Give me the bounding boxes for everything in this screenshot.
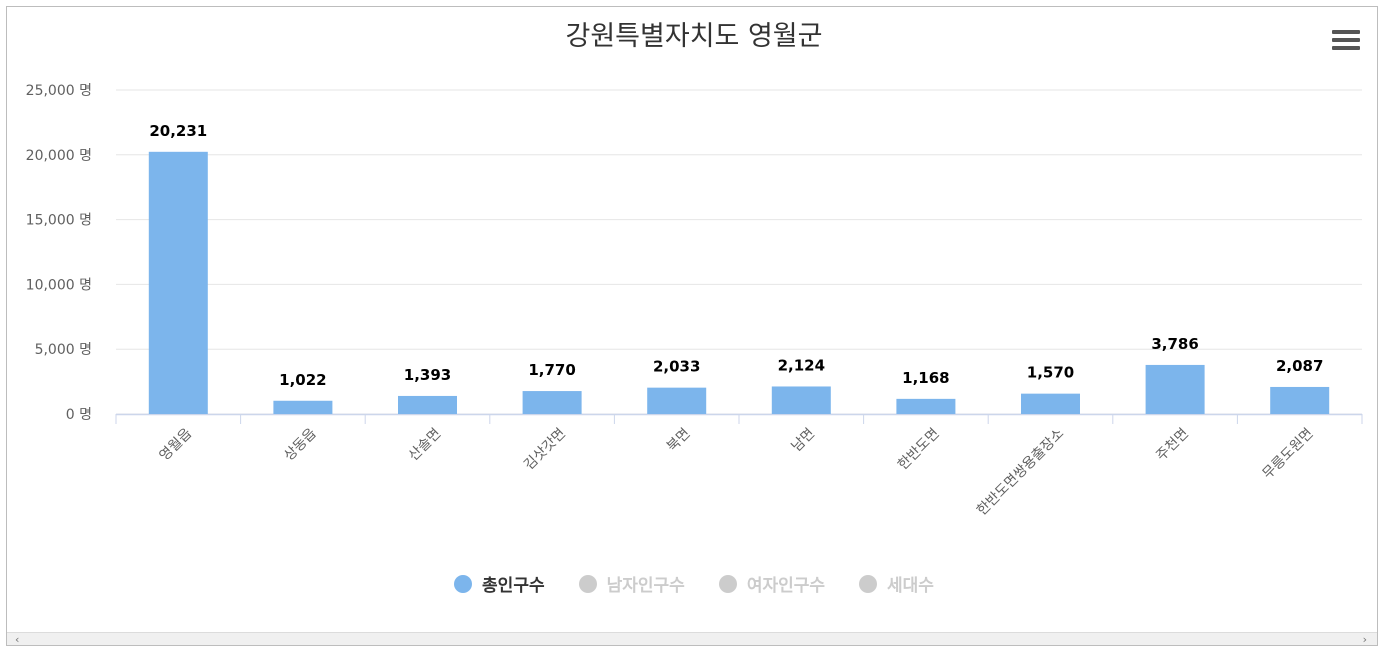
x-tick-label: 상동읍: [281, 425, 320, 464]
chart-title: 강원특별자치도 영월군: [565, 21, 823, 52]
legend-label: 남자인구수: [606, 576, 685, 596]
legend-marker-icon: [454, 574, 473, 593]
legend-marker-icon: [578, 574, 597, 593]
chart-container: [6, 6, 1378, 646]
y-tick-label: 0 명: [66, 407, 92, 423]
hamburger-menu-icon: [1332, 30, 1360, 34]
legend-label: 세대수: [887, 576, 934, 596]
data-label: 2,033: [653, 358, 700, 376]
bar[interactable]: [771, 386, 831, 414]
bar[interactable]: [1145, 364, 1205, 414]
data-label: 1,770: [528, 361, 575, 379]
legend-label: 총인구수: [482, 576, 545, 596]
legend-marker-icon: [718, 574, 737, 593]
bar[interactable]: [1270, 386, 1330, 414]
bar-chart: 0 명 5,000 명 10,000 명 15,000 명 20,000 명 25,000…: [26, 83, 1363, 519]
legend-marker-icon: [859, 574, 878, 593]
bar[interactable]: [522, 391, 582, 414]
data-label: 1,570: [1027, 364, 1074, 382]
data-label: 1,168: [902, 369, 949, 387]
legend-label: 여자인구수: [746, 576, 826, 596]
y-tick-label: 20,000 명: [26, 148, 92, 164]
x-tick-label: 영월읍: [156, 425, 195, 464]
x-tick-label: 한반도면: [895, 426, 943, 474]
x-tick-label: 산솔면: [406, 426, 445, 465]
data-label: 2,124: [778, 356, 825, 374]
data-label: 20,231: [149, 122, 207, 140]
legend-item[interactable]: 여자인구수: [718, 571, 826, 596]
x-tick-label: 주천면: [1153, 426, 1192, 465]
y-tick-label: 25,000 명: [26, 83, 92, 99]
x-tick-label: 한반도면쌍용출장소: [974, 425, 1067, 518]
bar[interactable]: [273, 400, 333, 414]
bar[interactable]: [148, 151, 208, 414]
data-label: 2,087: [1276, 357, 1323, 375]
chart-menu-button[interactable]: [1332, 30, 1360, 54]
y-tick-label: 5,000 명: [35, 342, 92, 358]
x-tick-label: 남면: [789, 426, 819, 456]
legend-item[interactable]: 세대수: [859, 571, 934, 596]
scroll-left-icon[interactable]: ‹: [15, 633, 20, 646]
legend-item[interactable]: 총인구수: [454, 571, 545, 596]
x-tick-label: 무릉도원면: [1260, 426, 1317, 483]
data-label: 1,022: [279, 371, 326, 389]
bar[interactable]: [398, 395, 457, 414]
y-tick-label: 15,000 명: [26, 213, 92, 229]
legend-item[interactable]: 남자인구수: [578, 571, 685, 596]
bar[interactable]: [1021, 393, 1080, 414]
x-tick-label: 북면: [664, 426, 694, 456]
scroll-right-icon[interactable]: ›: [1362, 633, 1367, 646]
x-tick-label: 김삿갓면: [521, 426, 569, 474]
chart-legend: 총인구수 남자인구수 여자인구수 세대수: [0, 571, 1388, 596]
horizontal-scrollbar[interactable]: ‹ ›: [7, 632, 1377, 646]
bar[interactable]: [896, 398, 956, 414]
bar[interactable]: [647, 387, 707, 414]
y-tick-label: 10,000 명: [26, 277, 92, 293]
data-label: 3,786: [1151, 335, 1198, 353]
data-label: 1,393: [404, 366, 451, 384]
